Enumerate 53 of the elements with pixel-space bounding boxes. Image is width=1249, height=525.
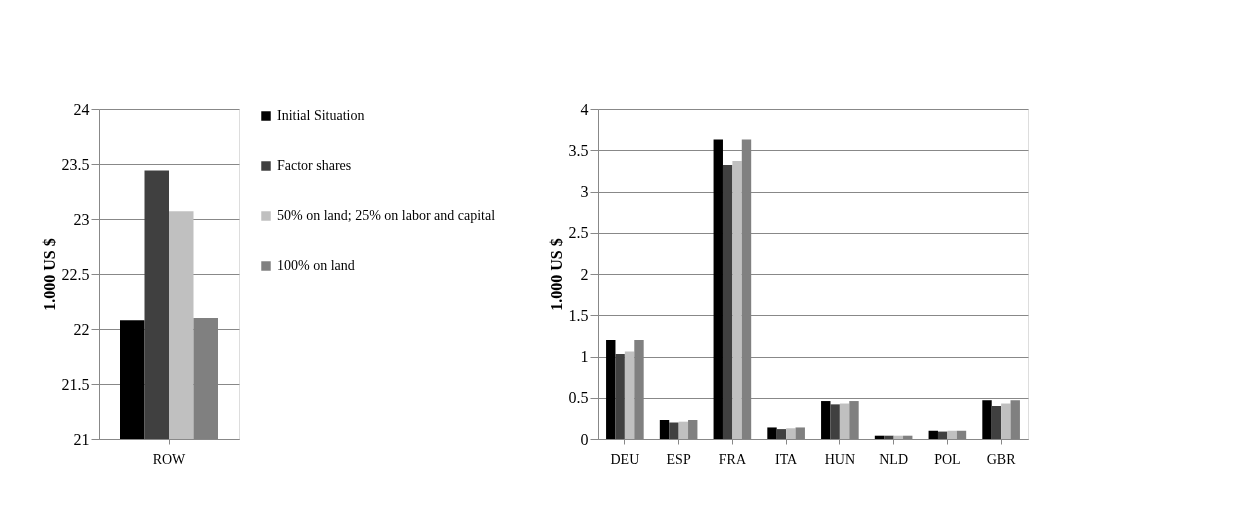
x-tick-label: ROW [152, 451, 187, 467]
y-tick-label: 23 [73, 210, 90, 228]
y-tick-label: 22.5 [61, 265, 90, 283]
bar [821, 401, 831, 439]
y-tick-label: 24 [73, 100, 90, 118]
bar [732, 160, 742, 439]
y-tick-label: 1.5 [568, 306, 589, 324]
x-tick-label: ESP [666, 451, 691, 467]
bar [991, 406, 1002, 439]
x-tick-label: FRA [718, 451, 747, 467]
bar [937, 431, 948, 439]
bar [830, 404, 840, 439]
legend-label: 50% on land; 25% on labor and capital [277, 208, 496, 223]
bar [884, 435, 894, 439]
bar [982, 400, 992, 439]
y-tick-label: 2 [580, 265, 589, 283]
bar [669, 422, 679, 439]
x-tick-label: HUN [824, 451, 856, 467]
y-axis-title: 1.000 US $ [547, 238, 565, 311]
x-tick-label: GBR [986, 451, 1017, 467]
x-tick-label: POL [934, 451, 961, 467]
bar [678, 421, 689, 439]
x-tick-label: DEU [610, 451, 640, 467]
bar [839, 403, 850, 439]
y-tick-label: 2.5 [568, 224, 589, 242]
bar [786, 428, 796, 439]
y-tick-label: 3.5 [568, 141, 589, 159]
y-tick-label: 0.5 [568, 389, 589, 407]
y-tick-label: 3 [580, 183, 589, 200]
y-axis-title: 1.000 US $ [40, 238, 58, 311]
legend-label: Factor shares [277, 158, 352, 173]
y-tick-label: 22 [73, 320, 90, 338]
y-tick-label: 0 [580, 430, 589, 448]
legend-label: Initial Situation [277, 108, 365, 123]
bar [659, 420, 670, 439]
bar [1001, 403, 1011, 439]
bar [624, 351, 635, 439]
y-tick-label: 1 [580, 348, 589, 365]
bar [606, 340, 616, 439]
bar [947, 430, 957, 439]
y-tick-label: 4 [580, 100, 589, 118]
bar [615, 354, 625, 439]
bar [776, 429, 787, 439]
bar [767, 427, 777, 439]
bar [713, 139, 723, 439]
y-tick-label: 21 [73, 430, 90, 448]
bar [722, 165, 733, 439]
y-tick-label: 21.5 [61, 375, 90, 393]
x-tick-label: ITA [775, 451, 799, 467]
x-tick-label: NLD [879, 451, 909, 467]
y-tick-label: 23.5 [61, 155, 90, 173]
bar [928, 430, 938, 439]
legend-label: 100% on land [277, 258, 355, 273]
